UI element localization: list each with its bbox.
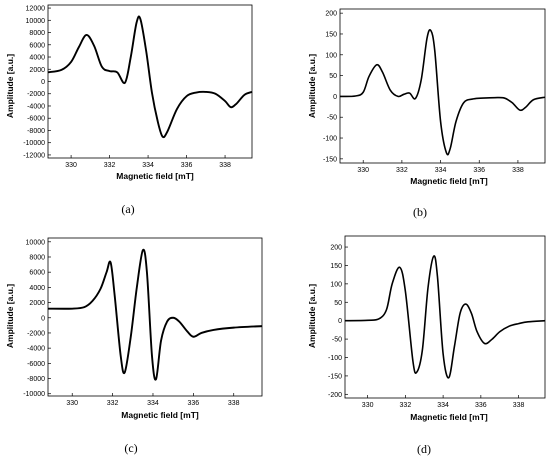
x-axis-label: Magnetic field [mT] — [410, 412, 488, 422]
y-axis-label: Amplitude [a.u.] — [5, 284, 15, 348]
y-tick-label: -100 — [323, 136, 337, 143]
panel-b: 330 332 334 336 338 -150 -100 -50 0 50 100 150 200 Ma… — [307, 8, 546, 219]
y-tick-label: 50 — [329, 73, 337, 80]
y-tick-label: -50 — [332, 337, 342, 344]
x-axis-label: Magnetic field [mT] — [121, 410, 199, 420]
y-tick-label: 6000 — [29, 270, 45, 277]
panel-caption: (a) — [121, 202, 134, 216]
y-tick-label: -6000 — [27, 361, 45, 368]
y-tick-label: -2000 — [27, 91, 45, 98]
y-tick-label: -200 — [328, 392, 342, 399]
y-tick-label: 2000 — [29, 67, 45, 74]
y-tick-label: 100 — [325, 52, 337, 59]
y-tick-label: -6000 — [27, 116, 45, 123]
x-tick-label: 334 — [142, 162, 154, 169]
y-tick-label: 0 — [41, 79, 45, 86]
epr-spectrum-line — [344, 255, 546, 379]
epr-spectrum-line — [47, 248, 263, 381]
y-tick-label: -4000 — [27, 346, 45, 353]
y-tick-label: -150 — [323, 156, 337, 163]
y-tick-label: 8000 — [29, 254, 45, 261]
y-tick-label: -12000 — [23, 152, 45, 159]
x-tick-label: 338 — [512, 167, 524, 174]
panel-c: 330 332 334 336 338 -10000 -8000 -6000 -4000 -200… — [5, 237, 263, 455]
y-tick-label: 10000 — [26, 239, 46, 246]
y-tick-label: 0 — [333, 94, 337, 101]
plot-frame — [339, 8, 546, 164]
x-tick-label: 332 — [107, 400, 119, 407]
y-tick-label: 0 — [41, 315, 45, 322]
y-tick-label: 4000 — [29, 55, 45, 62]
y-tick-label: -10000 — [23, 391, 45, 398]
y-tick-label: 6000 — [29, 42, 45, 49]
panel-caption: (d) — [417, 442, 431, 456]
y-tick-label: 150 — [325, 31, 337, 38]
y-tick-label: 200 — [325, 11, 337, 18]
y-axis-label: Amplitude [a.u.] — [307, 284, 317, 348]
y-tick-label: -4000 — [27, 103, 45, 110]
panel-a: 330 332 334 336 338 -12000 -10000 -8000 -6000 -40… — [5, 4, 253, 216]
panel-d: 330 332 334 336 338 -200 -150 -100 -50 0 50 100 150 2… — [307, 235, 546, 456]
y-tick-label: 4000 — [29, 285, 45, 292]
y-tick-label: 8000 — [29, 30, 45, 37]
epr-spectrum-line — [339, 28, 546, 156]
y-tick-label: 0 — [338, 318, 342, 325]
x-tick-label: 334 — [437, 402, 449, 409]
plot-frame — [344, 235, 546, 399]
x-tick-label: 334 — [147, 400, 159, 407]
x-axis-label: Magnetic field [mT] — [116, 171, 194, 181]
x-tick-label: 332 — [104, 162, 116, 169]
x-tick-label: 330 — [362, 402, 374, 409]
panel-caption: (c) — [124, 441, 137, 455]
y-tick-label: -10000 — [23, 140, 45, 147]
y-tick-label: -100 — [328, 355, 342, 362]
x-tick-label: 336 — [188, 400, 200, 407]
y-tick-label: 200 — [330, 245, 342, 252]
y-tick-label: -8000 — [27, 376, 45, 383]
x-axis-label: Magnetic field [mT] — [410, 176, 488, 186]
x-tick-label: 330 — [357, 167, 369, 174]
x-tick-label: 338 — [513, 402, 525, 409]
x-tick-label: 336 — [473, 167, 485, 174]
x-tick-label: 338 — [219, 162, 231, 169]
y-axis-label: Amplitude [a.u.] — [307, 54, 317, 118]
y-tick-label: 12000 — [26, 6, 46, 13]
y-tick-label: 2000 — [29, 300, 45, 307]
epr-spectrum-line — [47, 15, 253, 139]
y-tick-label: -8000 — [27, 128, 45, 135]
y-tick-label: -50 — [327, 115, 337, 122]
x-tick-label: 332 — [396, 167, 408, 174]
x-tick-label: 336 — [181, 162, 193, 169]
x-tick-label: 332 — [400, 402, 412, 409]
x-tick-label: 336 — [475, 402, 487, 409]
plot-frame — [47, 237, 263, 397]
y-tick-label: -2000 — [27, 330, 45, 337]
y-tick-label: 50 — [334, 300, 342, 307]
panel-caption: (b) — [413, 205, 427, 219]
x-tick-label: 330 — [66, 400, 78, 407]
x-tick-label: 334 — [435, 167, 447, 174]
y-tick-label: 100 — [330, 281, 342, 288]
y-axis-label: Amplitude [a.u.] — [5, 54, 15, 118]
x-tick-label: 338 — [228, 400, 240, 407]
y-tick-label: 150 — [330, 263, 342, 270]
x-tick-label: 330 — [65, 162, 77, 169]
y-tick-label: -150 — [328, 373, 342, 380]
y-tick-label: 10000 — [26, 18, 46, 25]
